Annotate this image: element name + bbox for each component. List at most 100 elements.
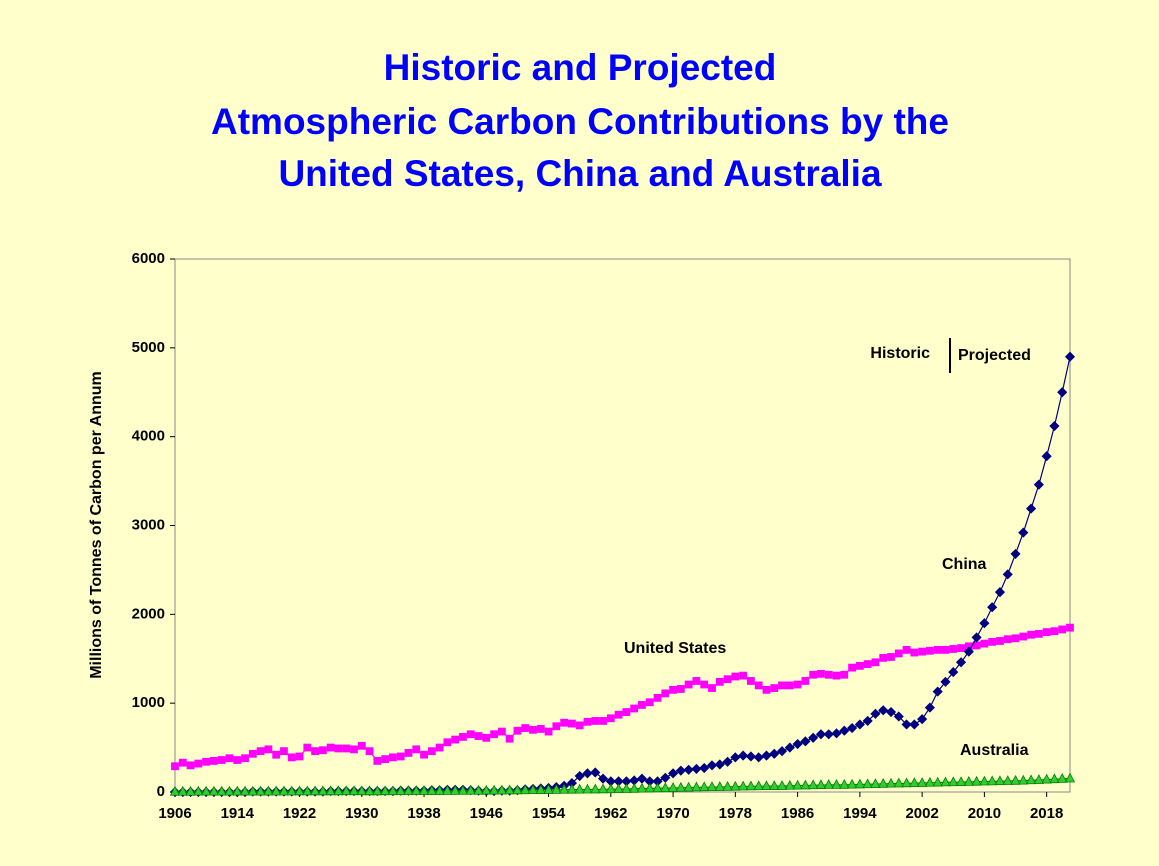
- x-tick-label: 1954: [532, 805, 566, 822]
- point: [949, 645, 958, 653]
- x-tick-label: 1914: [221, 805, 255, 822]
- point: [527, 784, 539, 795]
- point: [1050, 627, 1059, 636]
- point: [831, 779, 842, 789]
- point: [971, 775, 982, 786]
- point: [1049, 773, 1060, 784]
- point: [1010, 548, 1021, 559]
- point: [200, 785, 212, 796]
- x-tick-label: 1922: [283, 805, 316, 822]
- point: [910, 648, 919, 657]
- point: [505, 734, 514, 743]
- point: [660, 782, 671, 792]
- point: [1018, 527, 1029, 538]
- point: [272, 750, 281, 759]
- point: [1002, 775, 1013, 785]
- point: [730, 780, 741, 791]
- point: [823, 729, 834, 740]
- point: [1057, 772, 1068, 783]
- point: [846, 778, 858, 789]
- point: [342, 744, 351, 753]
- point: [800, 736, 811, 747]
- point: [847, 722, 858, 734]
- point: [638, 701, 646, 709]
- point: [955, 776, 967, 786]
- point: [801, 677, 810, 685]
- point: [815, 729, 827, 740]
- point: [996, 637, 1004, 645]
- point: [823, 779, 834, 789]
- point: [379, 785, 391, 796]
- point: [691, 763, 702, 774]
- point: [831, 728, 842, 739]
- x-tick-label: 1978: [719, 805, 752, 822]
- point: [295, 752, 304, 761]
- point: [512, 784, 523, 795]
- point: [737, 780, 749, 791]
- point: [1066, 623, 1074, 632]
- point: [714, 781, 725, 791]
- point: [980, 639, 989, 648]
- point: [994, 775, 1006, 786]
- point: [987, 602, 998, 613]
- point: [171, 762, 179, 771]
- point: [1041, 451, 1052, 462]
- point: [239, 785, 251, 796]
- point: [808, 732, 819, 743]
- point: [490, 730, 498, 739]
- point: [356, 785, 367, 796]
- point: [217, 756, 226, 764]
- point: [676, 685, 685, 693]
- point: [809, 670, 818, 679]
- point: [568, 719, 576, 728]
- point: [909, 719, 920, 730]
- point: [901, 719, 912, 730]
- point: [955, 657, 967, 668]
- x-tick-label: 1930: [345, 805, 378, 822]
- x-tick-label: 1906: [158, 805, 191, 822]
- point: [552, 722, 561, 731]
- point: [661, 689, 670, 698]
- point: [669, 685, 677, 694]
- point: [411, 785, 422, 795]
- series-label: China: [942, 556, 987, 573]
- point: [894, 649, 903, 658]
- point: [334, 744, 343, 753]
- series-label: Australia: [960, 742, 1029, 759]
- point: [404, 749, 413, 757]
- point: [544, 727, 553, 736]
- x-tick-label: 2002: [905, 805, 938, 822]
- point: [210, 757, 218, 765]
- point: [762, 685, 771, 694]
- point: [839, 778, 850, 789]
- point: [317, 785, 329, 796]
- point: [605, 783, 616, 794]
- point: [287, 753, 296, 762]
- point: [699, 762, 710, 774]
- point: [350, 745, 358, 754]
- point: [879, 653, 888, 662]
- point: [178, 758, 187, 767]
- point: [1019, 632, 1028, 641]
- point: [761, 780, 772, 791]
- point: [668, 768, 679, 779]
- y-tick-label: 0: [157, 783, 165, 800]
- point: [854, 778, 866, 789]
- point: [963, 646, 974, 657]
- point: [333, 785, 344, 796]
- point: [193, 785, 204, 796]
- point: [700, 680, 709, 689]
- point: [459, 733, 467, 741]
- point: [994, 587, 1006, 598]
- point: [699, 781, 710, 792]
- point: [497, 727, 506, 736]
- point: [1033, 479, 1044, 490]
- point: [396, 752, 405, 761]
- point: [684, 680, 693, 689]
- point: [443, 738, 452, 747]
- point: [722, 756, 733, 767]
- point: [1041, 773, 1052, 784]
- chart-title: Historic and Projected: [384, 47, 777, 88]
- point: [513, 726, 522, 735]
